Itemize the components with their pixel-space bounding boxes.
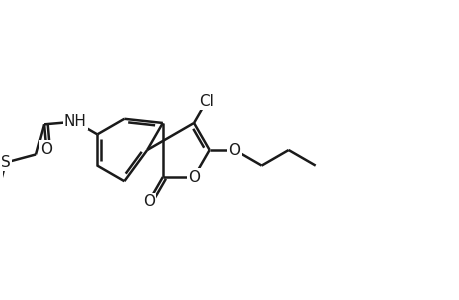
Text: O: O xyxy=(228,142,240,158)
Text: S: S xyxy=(1,155,11,170)
Text: O: O xyxy=(40,142,52,157)
Text: O: O xyxy=(142,194,154,209)
Text: O: O xyxy=(188,169,200,184)
Text: NH: NH xyxy=(64,114,86,129)
Text: Cl: Cl xyxy=(199,94,213,109)
